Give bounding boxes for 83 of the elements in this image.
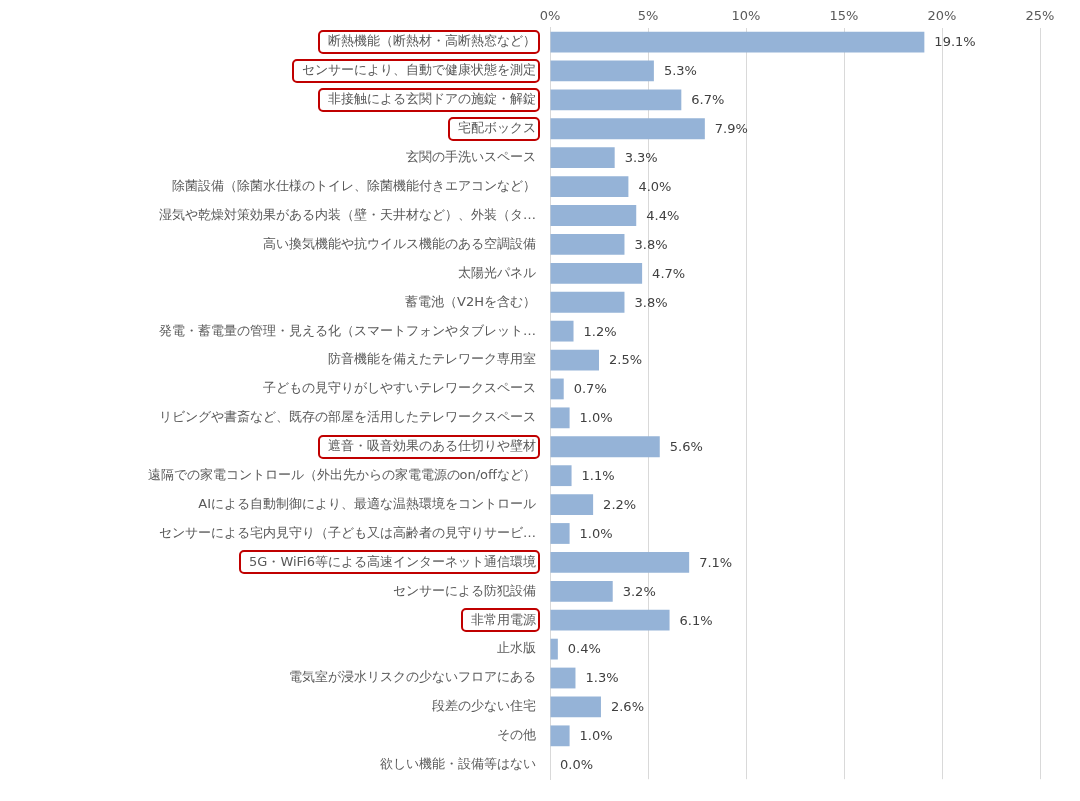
bar bbox=[550, 407, 570, 429]
y-tick-label: 高い換気機能や抗ウイルス機能のある空調設備 bbox=[263, 235, 536, 251]
data-label: 3.8% bbox=[634, 236, 668, 252]
x-tick-label: 15% bbox=[829, 8, 859, 24]
data-label: 2.2% bbox=[603, 496, 637, 512]
data-label: 1.0% bbox=[579, 525, 613, 541]
data-label: 3.8% bbox=[634, 294, 668, 310]
data-label: 2.5% bbox=[609, 352, 643, 368]
bar bbox=[550, 291, 625, 313]
data-label: 0.4% bbox=[567, 641, 601, 657]
y-tick-label: 非常用電源 bbox=[471, 611, 536, 627]
bar bbox=[550, 205, 637, 226]
bar bbox=[550, 667, 576, 689]
data-label: 7.1% bbox=[699, 554, 733, 570]
bar bbox=[550, 89, 682, 111]
data-label: 2.6% bbox=[610, 699, 644, 715]
data-label: 4.4% bbox=[646, 207, 680, 223]
bar bbox=[550, 465, 572, 487]
data-label: 1.0% bbox=[579, 410, 613, 426]
bar bbox=[550, 147, 615, 169]
y-tick-label: 子どもの見守りがしやすいテレワークスペース bbox=[263, 380, 536, 396]
bar bbox=[550, 118, 705, 140]
y-tick-label: 欲しい機能・設備等はない bbox=[380, 756, 536, 772]
data-label: 1.3% bbox=[585, 670, 619, 686]
bar bbox=[550, 523, 570, 544]
y-tick-label: 断熱機能（断熱材・高断熱窓など） bbox=[328, 33, 536, 49]
data-label: 1.2% bbox=[583, 323, 617, 339]
y-tick-label: センサーによる防犯設備 bbox=[393, 582, 536, 598]
bar bbox=[550, 176, 629, 197]
y-tick-label: センサーによる宅内見守り（子ども又は高齢者の見守りサービ… bbox=[159, 524, 536, 540]
data-label: 4.0% bbox=[638, 178, 672, 194]
y-tick-label: AIによる自動制御により、最適な温熱環境をコントロール bbox=[198, 495, 536, 511]
y-tick-label: 止水版 bbox=[497, 640, 536, 656]
data-label: 7.9% bbox=[714, 121, 748, 137]
bar bbox=[550, 725, 570, 747]
y-tick-label: 段差の少ない住宅 bbox=[432, 698, 536, 714]
y-tick-label: 5G・WiFi6等による高速インターネット通信環境 bbox=[249, 553, 536, 569]
y-tick-label: 湿気や乾燥対策効果がある内装（壁・天井材など）、外装（タ… bbox=[159, 206, 536, 222]
bar bbox=[550, 31, 925, 53]
data-label: 4.7% bbox=[652, 265, 686, 281]
data-label: 19.1% bbox=[934, 34, 976, 50]
data-label: 6.1% bbox=[679, 612, 713, 628]
data-label: 1.0% bbox=[579, 728, 613, 744]
y-tick-label: 蓄電池（V2Hを含む） bbox=[405, 293, 536, 309]
bar bbox=[550, 262, 643, 284]
data-label: 3.3% bbox=[624, 150, 658, 166]
data-label: 0.0% bbox=[560, 757, 594, 773]
y-tick-label: 太陽光パネル bbox=[458, 264, 536, 280]
x-tick-label: 0% bbox=[539, 8, 561, 24]
bar bbox=[550, 436, 660, 458]
bar bbox=[550, 638, 558, 660]
data-label: 5.3% bbox=[663, 63, 697, 79]
y-tick-label: 遮音・吸音効果のある仕切りや壁材 bbox=[328, 438, 536, 454]
y-tick-label: 遠隔での家電コントロール（外出先からの家電電源のon/offなど） bbox=[147, 467, 536, 483]
y-tick-label: リビングや書斎など、既存の部屋を活用したテレワークスペース bbox=[159, 409, 536, 425]
data-label: 3.2% bbox=[622, 583, 656, 599]
bar bbox=[550, 60, 654, 82]
data-label: 6.7% bbox=[691, 92, 725, 108]
y-tick-label: その他 bbox=[497, 727, 536, 743]
x-tick-label: 25% bbox=[1025, 8, 1055, 24]
x-tick-label: 20% bbox=[927, 8, 957, 24]
bar bbox=[550, 609, 670, 631]
x-tick-label: 5% bbox=[637, 8, 659, 24]
y-tick-label: 電気室が浸水リスクの少ないフロアにある bbox=[289, 669, 536, 685]
y-tick-label: 発電・蓄電量の管理・見える化（スマートフォンやタブレット… bbox=[159, 322, 536, 338]
bar bbox=[550, 494, 594, 515]
y-tick-label: センサーにより、自動で健康状態を測定 bbox=[302, 62, 536, 78]
bar bbox=[550, 349, 599, 371]
data-label: 0.7% bbox=[573, 381, 607, 397]
data-label: 1.1% bbox=[581, 468, 615, 484]
bar bbox=[550, 234, 625, 255]
bar bbox=[550, 320, 574, 342]
x-tick-label: 10% bbox=[731, 8, 761, 24]
y-tick-label: 除菌設備（除菌水仕様のトイレ、除菌機能付きエアコンなど） bbox=[172, 177, 536, 193]
bar bbox=[550, 378, 564, 400]
bar bbox=[550, 580, 613, 602]
bar bbox=[550, 551, 690, 573]
y-tick-label: 宅配ボックス bbox=[458, 120, 536, 136]
y-tick-label: 防音機能を備えたテレワーク専用室 bbox=[328, 351, 536, 367]
y-tick-label: 非接触による玄関ドアの施錠・解錠 bbox=[328, 91, 536, 107]
data-label: 5.6% bbox=[669, 439, 703, 455]
bar bbox=[550, 696, 601, 718]
y-tick-label: 玄関の手洗いスペース bbox=[406, 149, 536, 165]
